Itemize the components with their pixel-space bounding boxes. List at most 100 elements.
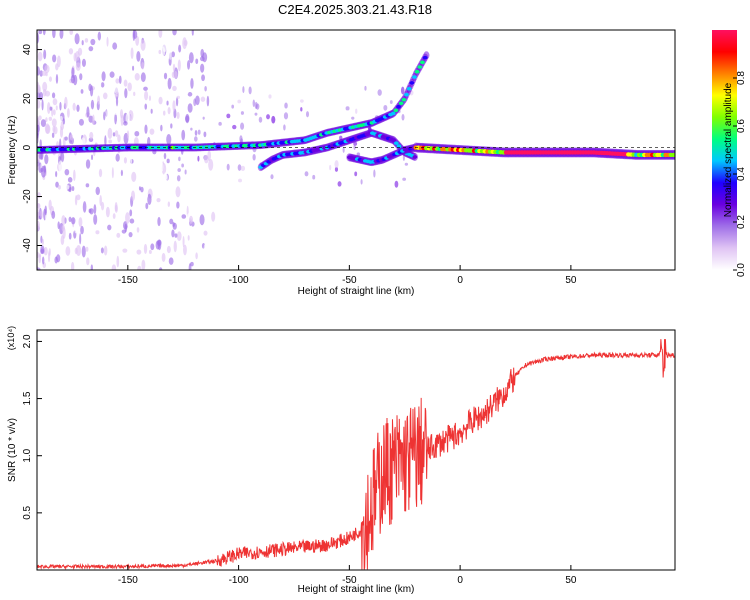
noise-mark	[199, 56, 205, 62]
noise-mark	[300, 99, 304, 103]
noise-mark	[118, 42, 121, 52]
noise-mark	[266, 114, 270, 120]
noise-mark	[71, 186, 75, 192]
noise-mark	[90, 166, 96, 172]
noise-mark	[40, 235, 43, 244]
noise-mark	[37, 192, 41, 199]
noise-mark	[158, 161, 164, 173]
noise-mark	[404, 162, 409, 166]
spectrogram-x-tick-label: -100	[229, 275, 249, 286]
noise-mark	[394, 180, 399, 188]
noise-mark	[364, 85, 367, 91]
snr-content	[37, 339, 675, 570]
noise-mark	[138, 186, 141, 191]
main-trace-mark	[406, 86, 412, 91]
noise-mark	[42, 81, 48, 92]
noise-mark	[115, 91, 119, 99]
noise-mark	[237, 164, 242, 171]
noise-mark	[188, 52, 194, 64]
noise-mark	[184, 83, 189, 96]
noise-mark	[204, 85, 207, 92]
noise-mark	[142, 254, 146, 260]
main-trace-mark	[390, 111, 396, 116]
colorbar-tick-label: 0.8	[736, 71, 747, 85]
snr-y-label: SNR (10 * v/v)	[7, 418, 18, 482]
noise-mark	[125, 31, 128, 38]
noise-mark	[80, 89, 84, 94]
noise-mark	[176, 175, 181, 182]
noise-mark	[71, 67, 75, 79]
noise-mark	[351, 116, 355, 120]
noise-mark	[80, 161, 84, 172]
noise-mark	[160, 124, 163, 132]
snr-y-tick-label: 0.5	[22, 505, 33, 519]
noise-mark	[342, 146, 345, 153]
noise-mark	[105, 206, 110, 218]
noise-mark	[329, 164, 332, 171]
noise-mark	[134, 72, 140, 81]
snr-y-tick-label: 1.5	[22, 391, 33, 405]
noise-mark	[172, 30, 177, 36]
noise-mark	[163, 152, 167, 160]
noise-mark	[166, 100, 169, 106]
noise-mark	[91, 70, 97, 79]
noise-mark	[155, 90, 161, 98]
spectrogram-frame	[36, 29, 676, 271]
noise-mark	[81, 58, 86, 67]
noise-mark	[98, 168, 103, 178]
noise-mark	[87, 241, 91, 247]
noise-mark	[103, 245, 108, 256]
noise-mark	[55, 74, 59, 84]
noise-mark	[65, 184, 70, 190]
spectrogram-panel: -150 -100 -50 0 50 -40 -20 0 20 40 Height of stra…	[7, 29, 676, 297]
colorbar-gradient	[712, 30, 737, 270]
lower-trace-mark	[391, 138, 397, 143]
noise-mark	[59, 126, 64, 138]
noise-mark	[283, 124, 286, 131]
noise-mark	[172, 208, 178, 215]
colorbar-label: Normalized spectral amplitude	[723, 82, 734, 217]
noise-mark	[59, 115, 63, 122]
noise-mark	[116, 119, 122, 130]
noise-mark	[203, 154, 209, 164]
noise-mark	[132, 65, 135, 71]
noise-mark	[92, 114, 95, 126]
noise-mark	[162, 41, 167, 53]
noise-mark	[74, 195, 78, 206]
noise-mark	[52, 98, 58, 106]
noise-mark	[123, 79, 128, 87]
noise-mark	[125, 212, 130, 224]
noise-mark	[86, 106, 90, 118]
noise-mark	[136, 51, 141, 62]
noise-mark	[56, 120, 62, 127]
noise-mark	[178, 44, 182, 53]
noise-mark	[200, 63, 205, 73]
noise-mark	[44, 90, 51, 97]
noise-mark	[173, 70, 178, 79]
noise-mark	[37, 267, 41, 270]
noise-mark	[171, 229, 175, 238]
noise-mark	[69, 30, 74, 35]
noise-mark	[89, 131, 94, 140]
noise-mark	[64, 136, 68, 141]
noise-mark	[218, 121, 222, 126]
noise-mark	[150, 243, 155, 251]
noise-mark	[71, 217, 76, 225]
noise-mark	[100, 201, 105, 211]
noise-mark	[41, 136, 48, 144]
noise-mark	[136, 249, 142, 255]
noise-mark	[118, 75, 122, 84]
noise-mark	[55, 181, 59, 188]
main-trace-mark	[396, 105, 401, 109]
noise-mark	[41, 70, 47, 76]
noise-mark	[79, 233, 82, 245]
noise-mark	[149, 259, 152, 265]
noise-mark	[134, 131, 140, 137]
noise-mark	[128, 231, 133, 238]
noise-mark	[226, 163, 230, 171]
noise-mark	[131, 225, 136, 231]
noise-mark	[203, 230, 208, 236]
noise-mark	[172, 212, 178, 224]
colorbar-tick-label: 0.0	[736, 263, 747, 277]
noise-mark	[254, 101, 258, 110]
